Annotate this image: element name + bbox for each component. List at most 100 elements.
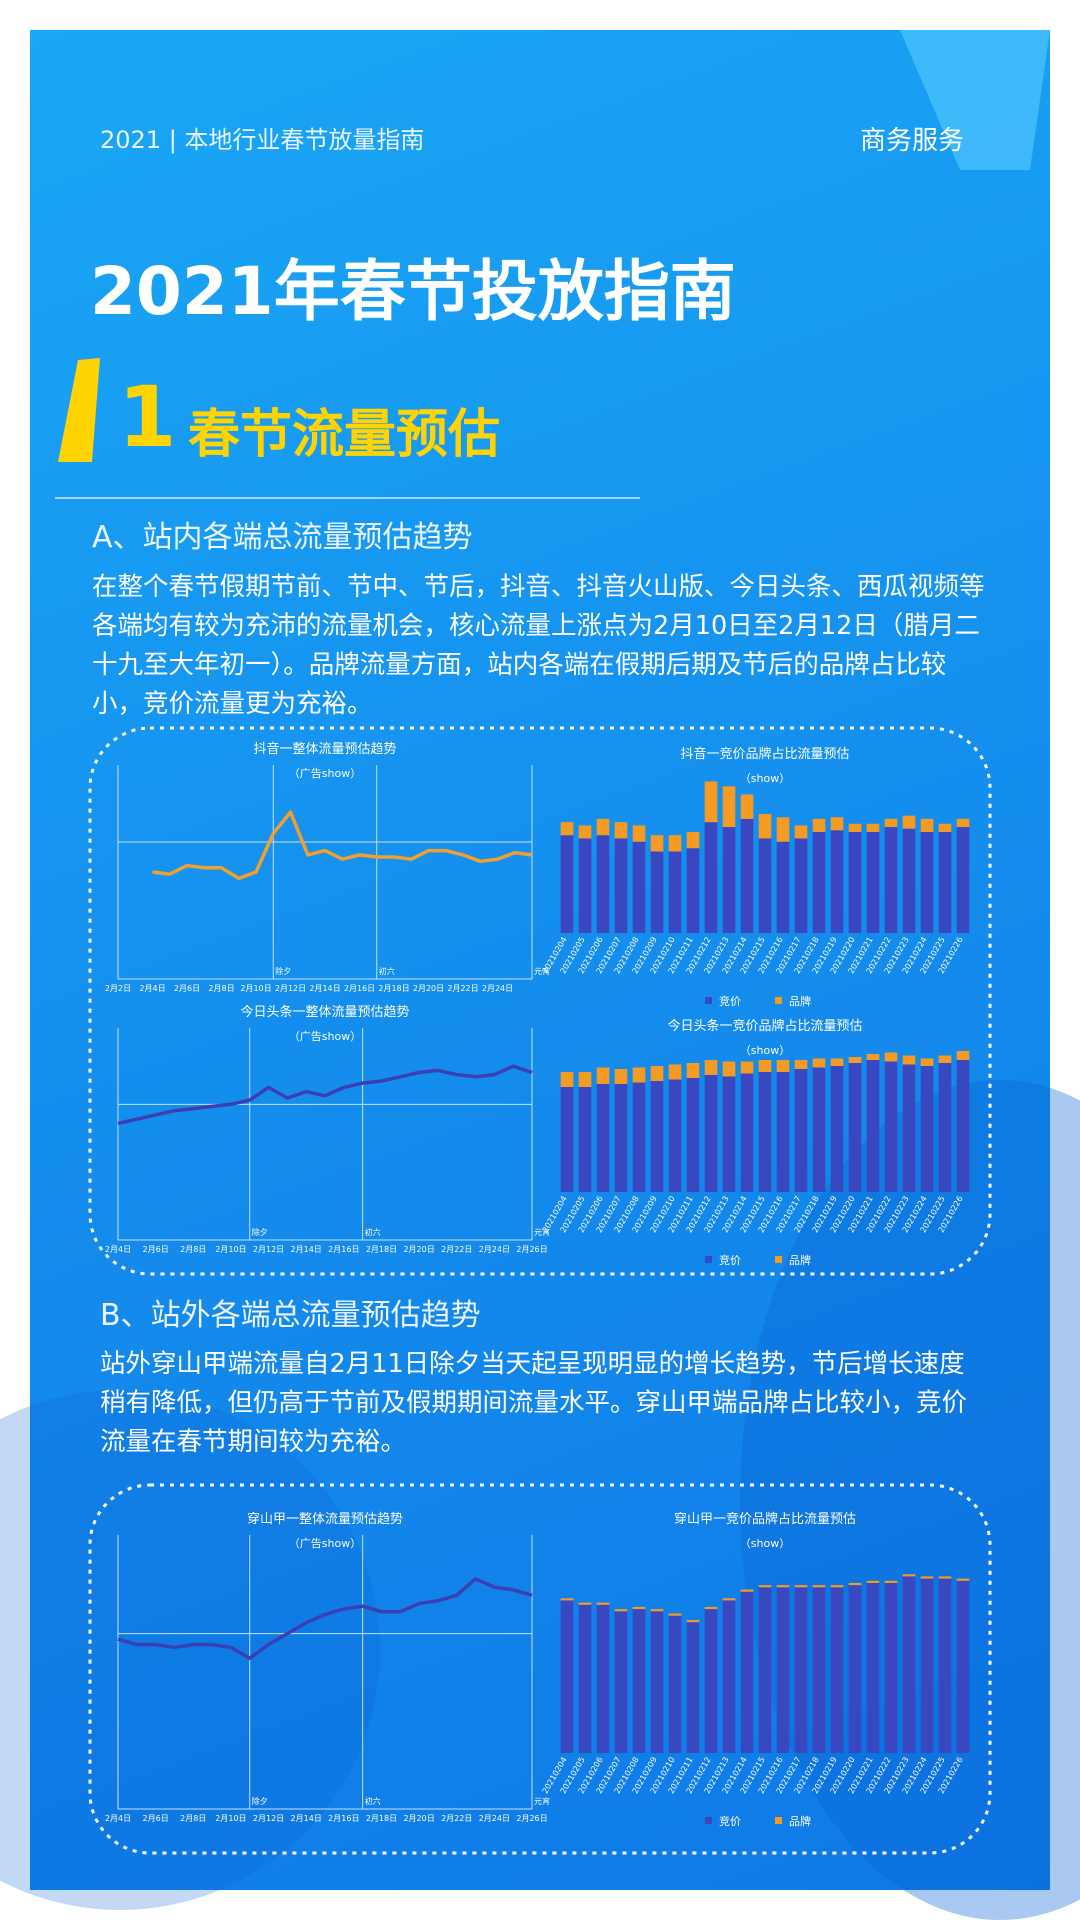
bar [866, 831, 880, 933]
bar [848, 823, 862, 832]
bar [812, 1587, 826, 1753]
bar [758, 1060, 772, 1072]
legend-swatch [705, 997, 712, 1004]
bar [902, 1055, 916, 1065]
x-tick-label: 2月26日 [516, 1245, 547, 1254]
bar [668, 1615, 682, 1753]
bar [578, 1604, 592, 1753]
legend-swatch [775, 1817, 782, 1824]
bar [866, 1054, 880, 1060]
bar [884, 1061, 898, 1192]
bar [596, 1604, 610, 1753]
x-tick-label: 2月16日 [344, 984, 375, 993]
bar [704, 1060, 718, 1075]
bar [866, 1580, 880, 1583]
marker-label: 元宵 [534, 1796, 550, 1806]
x-tick-label: 2月20日 [413, 984, 444, 993]
bar [596, 818, 610, 836]
heading: A、站内各端总流量预估趋势 [92, 520, 473, 555]
bar [560, 1072, 574, 1087]
x-tick-label: 2月24日 [479, 1814, 510, 1823]
bar [740, 1061, 754, 1074]
x-tick-label: 2月24日 [479, 1245, 510, 1254]
legend-label: 品牌 [789, 1814, 811, 1828]
bar [686, 1622, 700, 1753]
bar [560, 1598, 574, 1601]
section-number: 1 [118, 368, 177, 466]
chart-subtitle: （广告show） [289, 1030, 361, 1043]
bar [758, 1585, 772, 1588]
heading: B、站外各端总流量预估趋势 [100, 1298, 481, 1333]
bar [794, 1060, 808, 1069]
bar [812, 1058, 826, 1068]
bar [776, 1060, 790, 1072]
x-tick-label: 2月12日 [253, 1814, 284, 1823]
chart-title: 抖音一竞价品牌占比流量预估 [680, 746, 849, 762]
marker-label: 除夕 [252, 1227, 268, 1237]
bar [650, 1066, 664, 1081]
bar [668, 1613, 682, 1616]
chart-subtitle: （show） [740, 772, 790, 785]
bar [920, 818, 934, 832]
bar [920, 1066, 934, 1192]
x-tick-label: 2月20日 [403, 1814, 434, 1823]
line [117, 1064, 533, 1126]
x-tick-label: 2月22日 [441, 1814, 472, 1823]
legend-label: 竞价 [719, 1253, 741, 1267]
bar [938, 831, 952, 933]
bar [686, 848, 700, 933]
bar [902, 815, 916, 829]
bar [956, 1578, 970, 1581]
bar [578, 825, 592, 839]
bar [848, 1582, 862, 1586]
bar [722, 827, 736, 933]
bar [848, 1057, 862, 1063]
x-tick-label: 2月24日 [482, 984, 513, 993]
bar [920, 1578, 934, 1753]
bar [758, 814, 772, 839]
bar [794, 1069, 808, 1192]
paragraph: 站外穿山甲端流量自2月11日除夕当天起呈现明显的增长趋势，节后增长速度稍有降低，… [100, 1349, 968, 1457]
x-tick-label: 2月2日 [105, 984, 131, 993]
bar [614, 838, 628, 933]
bar [794, 1585, 808, 1588]
bar [596, 835, 610, 933]
header-left: 2021 | 本地行业春节放量指南 [100, 126, 425, 154]
bar [938, 1576, 952, 1579]
legend-swatch [705, 1817, 712, 1824]
header-right: 商务服务 [860, 126, 965, 156]
bar [632, 825, 646, 842]
bar [686, 1620, 700, 1623]
bar [776, 841, 790, 933]
bar [866, 1582, 880, 1753]
bar [902, 1574, 916, 1577]
bar [848, 1063, 862, 1192]
bar [902, 828, 916, 933]
bar [884, 1580, 898, 1583]
bar [830, 1058, 844, 1066]
x-tick-label: 2月10日 [215, 1814, 246, 1823]
chart-title: 穿山甲一竞价品牌占比流量预估 [674, 1511, 856, 1527]
bar [830, 1587, 844, 1753]
bar [704, 1609, 718, 1753]
bar [614, 1609, 628, 1612]
bar [614, 1069, 628, 1084]
bar [614, 1084, 628, 1192]
bar [866, 823, 880, 832]
bar [812, 1585, 826, 1588]
x-tick-label: 2月14日 [291, 1814, 322, 1823]
x-tick-label: 2月6日 [143, 1814, 169, 1823]
bar [668, 1079, 682, 1192]
bar [884, 818, 898, 828]
legend-swatch [705, 1256, 712, 1263]
marker-label: 元宵 [534, 966, 550, 976]
bar [632, 1609, 646, 1753]
legend-swatch [775, 1256, 782, 1263]
bar [578, 1602, 592, 1605]
bar [920, 1058, 934, 1066]
x-tick-label: 2月14日 [309, 984, 340, 993]
bar [812, 831, 826, 933]
x-tick-label: 2月4日 [105, 1245, 131, 1254]
bar [920, 831, 934, 933]
